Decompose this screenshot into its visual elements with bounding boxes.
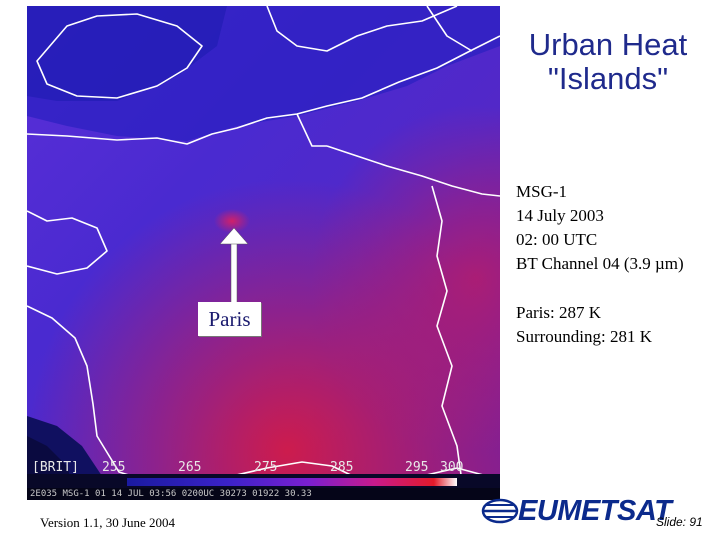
temperature-stats: Paris: 287 K Surrounding: 281 K (516, 301, 716, 349)
image-footer-strip: 2E035 MSG-1 01 14 JUL 03:56 0200UC 30273… (30, 489, 312, 499)
slide-number: Slide: 91 (656, 515, 703, 529)
satellite-image (27, 6, 500, 500)
scale-tick: 275 (254, 460, 278, 475)
title-line: "Islands" (547, 61, 669, 96)
scale-tick: 265 (178, 460, 202, 475)
image-info: MSG-1 14 July 2003 02: 00 UTC BT Channel… (516, 180, 716, 276)
image-time: 02: 00 UTC (516, 230, 598, 249)
scale-tick: 255 (102, 460, 126, 475)
eumetsat-logo: EUMETSAT (478, 494, 678, 528)
version-text: Version 1.1, 30 June 2004 (40, 515, 176, 530)
scale-tick: 300 (440, 460, 464, 475)
scale-tick: 295 (405, 460, 429, 475)
slide-title: Urban Heat "Islands" (500, 28, 716, 96)
scale-tick: 285 (330, 460, 354, 475)
logo-text: EUMETSAT (518, 495, 672, 527)
scale-tag: [BRIT] (32, 460, 79, 475)
surrounding-temperature: Surrounding: 281 K (516, 327, 652, 346)
paris-temperature: Paris: 287 K (516, 303, 601, 322)
globe-icon (481, 498, 519, 524)
satellite-name: MSG-1 (516, 182, 568, 201)
image-date: 14 July 2003 (516, 206, 604, 225)
temperature-scale-labels: [BRIT] 255 265 275 285 295 300 (30, 458, 500, 478)
paris-arrow (220, 228, 248, 304)
paris-map-label: Paris (198, 302, 261, 336)
title-line: Urban Heat (528, 27, 688, 62)
image-channel: BT Channel 04 (3.9 µm) (516, 254, 684, 273)
